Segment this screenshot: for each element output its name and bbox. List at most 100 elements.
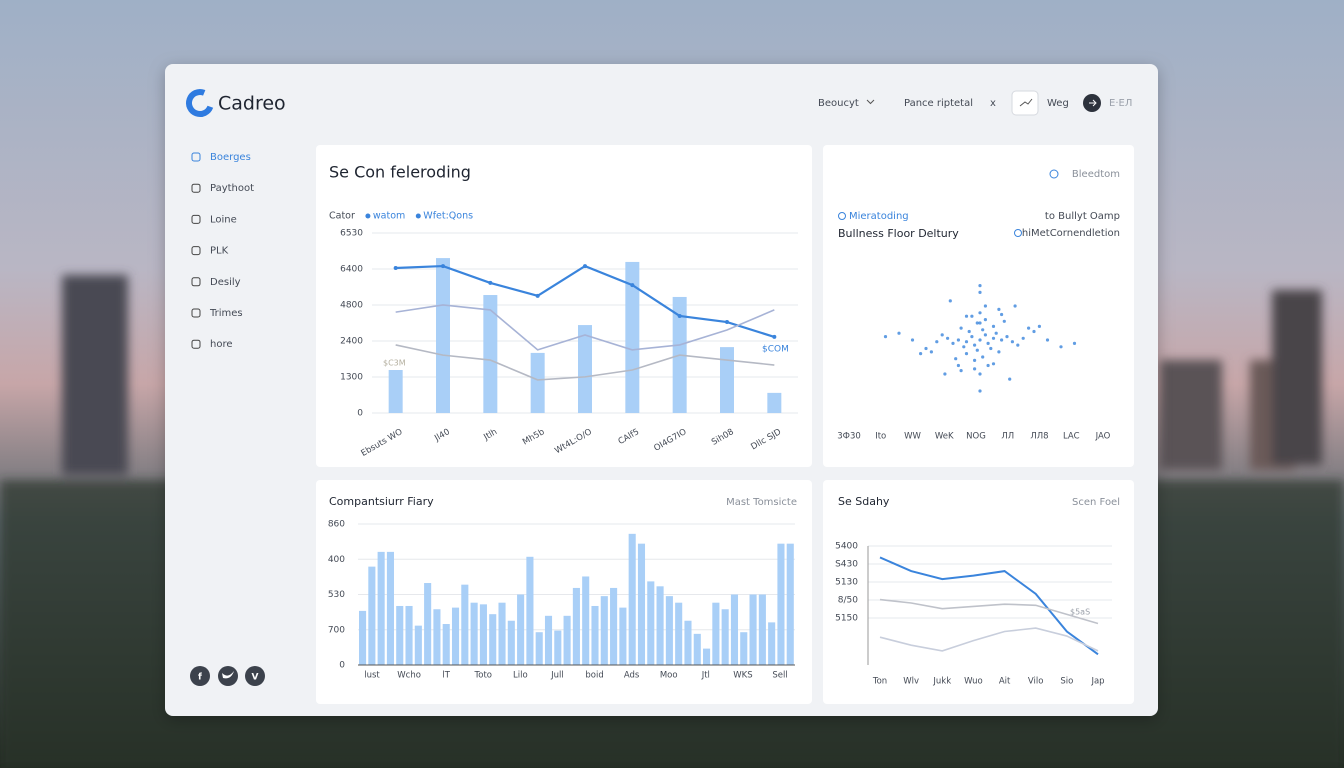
bar — [647, 581, 655, 665]
x-tick-label: Jap — [1090, 677, 1104, 687]
nav-item[interactable]: Paythoot — [210, 183, 254, 194]
panel-title: Compantsiurr Fiary — [329, 495, 434, 508]
bar — [489, 614, 497, 665]
point — [1002, 319, 1006, 323]
bar — [693, 633, 701, 665]
point — [978, 389, 982, 393]
bar — [414, 625, 422, 665]
point — [1072, 341, 1077, 345]
bar — [507, 620, 515, 665]
panel — [823, 145, 1134, 467]
bar — [749, 594, 757, 665]
nav-item[interactable]: Loine — [210, 214, 237, 225]
point — [1016, 343, 1020, 347]
legend-dot — [1014, 229, 1022, 237]
point — [981, 355, 985, 359]
y-tick-label: 5150 — [835, 614, 858, 624]
bar — [442, 624, 450, 665]
point — [924, 346, 928, 351]
nav-icon — [191, 308, 201, 318]
bar — [386, 551, 394, 665]
nav-icon — [191, 339, 201, 349]
bar — [535, 632, 543, 665]
point — [986, 363, 990, 368]
y-tick-label: 2400 — [340, 337, 363, 347]
point — [991, 362, 996, 366]
point — [1010, 340, 1015, 344]
point — [959, 326, 963, 330]
nav-link[interactable]: Weg — [1047, 98, 1069, 109]
point — [973, 358, 977, 362]
x-tick-label: Toto — [474, 671, 492, 681]
bar — [388, 369, 403, 413]
point — [1000, 312, 1004, 317]
bar — [396, 605, 404, 665]
x-tick-label: 3Ф30 — [837, 432, 861, 442]
nav-link[interactable]: Pance riptetal — [904, 98, 973, 109]
nav-item[interactable]: Boerges — [210, 152, 251, 163]
x-tick-label: Jukk — [932, 677, 951, 687]
logo — [186, 89, 214, 117]
x-tick-label: WKS — [733, 671, 752, 681]
nav-item[interactable]: Trimes — [209, 308, 243, 319]
nav-icon — [191, 277, 201, 287]
point — [1059, 345, 1063, 349]
point — [978, 338, 982, 342]
bar — [720, 347, 734, 413]
bar — [703, 648, 711, 665]
bird — [222, 671, 234, 679]
point — [583, 264, 587, 269]
point — [954, 357, 958, 361]
point — [1013, 304, 1017, 308]
point — [910, 338, 915, 342]
bar — [436, 258, 450, 413]
bar — [665, 596, 673, 665]
chevron — [866, 99, 875, 105]
bar — [470, 602, 478, 665]
point — [978, 311, 982, 315]
bar — [582, 576, 590, 665]
point — [919, 352, 923, 356]
y-tick-label: 6530 — [340, 229, 363, 239]
bar — [483, 295, 498, 413]
nav-item[interactable]: Desily — [210, 277, 241, 288]
line — [879, 627, 1099, 652]
point — [975, 321, 979, 325]
point — [1021, 336, 1025, 340]
point — [967, 329, 971, 334]
bar — [563, 615, 571, 665]
legend-item: Mieratoding — [849, 211, 909, 222]
x-tick-label: Jtl — [701, 671, 710, 681]
point — [630, 283, 635, 288]
bar — [405, 605, 413, 665]
brand: Cadreo — [218, 93, 286, 115]
point — [989, 346, 993, 351]
point — [951, 341, 955, 345]
legend-dot — [365, 213, 371, 219]
nav-link[interactable]: Beoucyt — [818, 98, 859, 109]
nav-item[interactable]: PLK — [210, 246, 229, 257]
point — [981, 328, 985, 332]
nav-link[interactable]: x — [990, 98, 996, 109]
point — [973, 367, 977, 371]
point — [964, 340, 969, 344]
x-tick-label: Sio — [1060, 677, 1073, 687]
icon-button[interactable] — [1011, 90, 1039, 116]
social-icon[interactable] — [245, 666, 265, 686]
x-tick-label: Sell — [772, 671, 787, 681]
y-tick-label: 5130 — [835, 578, 858, 588]
point — [725, 320, 729, 325]
point — [983, 318, 988, 322]
point — [986, 341, 990, 345]
y-tick-label: 4800 — [340, 301, 363, 311]
social-icon[interactable] — [190, 666, 210, 686]
bar — [572, 587, 580, 665]
point — [1005, 335, 1009, 339]
point — [1027, 326, 1031, 330]
point — [964, 352, 969, 356]
bar — [544, 615, 553, 665]
nav-item[interactable]: hore — [210, 339, 233, 350]
line — [395, 344, 775, 381]
x-tick-label: ЛЛ8 — [1030, 432, 1048, 442]
x-tick-label: Ton — [872, 677, 887, 687]
